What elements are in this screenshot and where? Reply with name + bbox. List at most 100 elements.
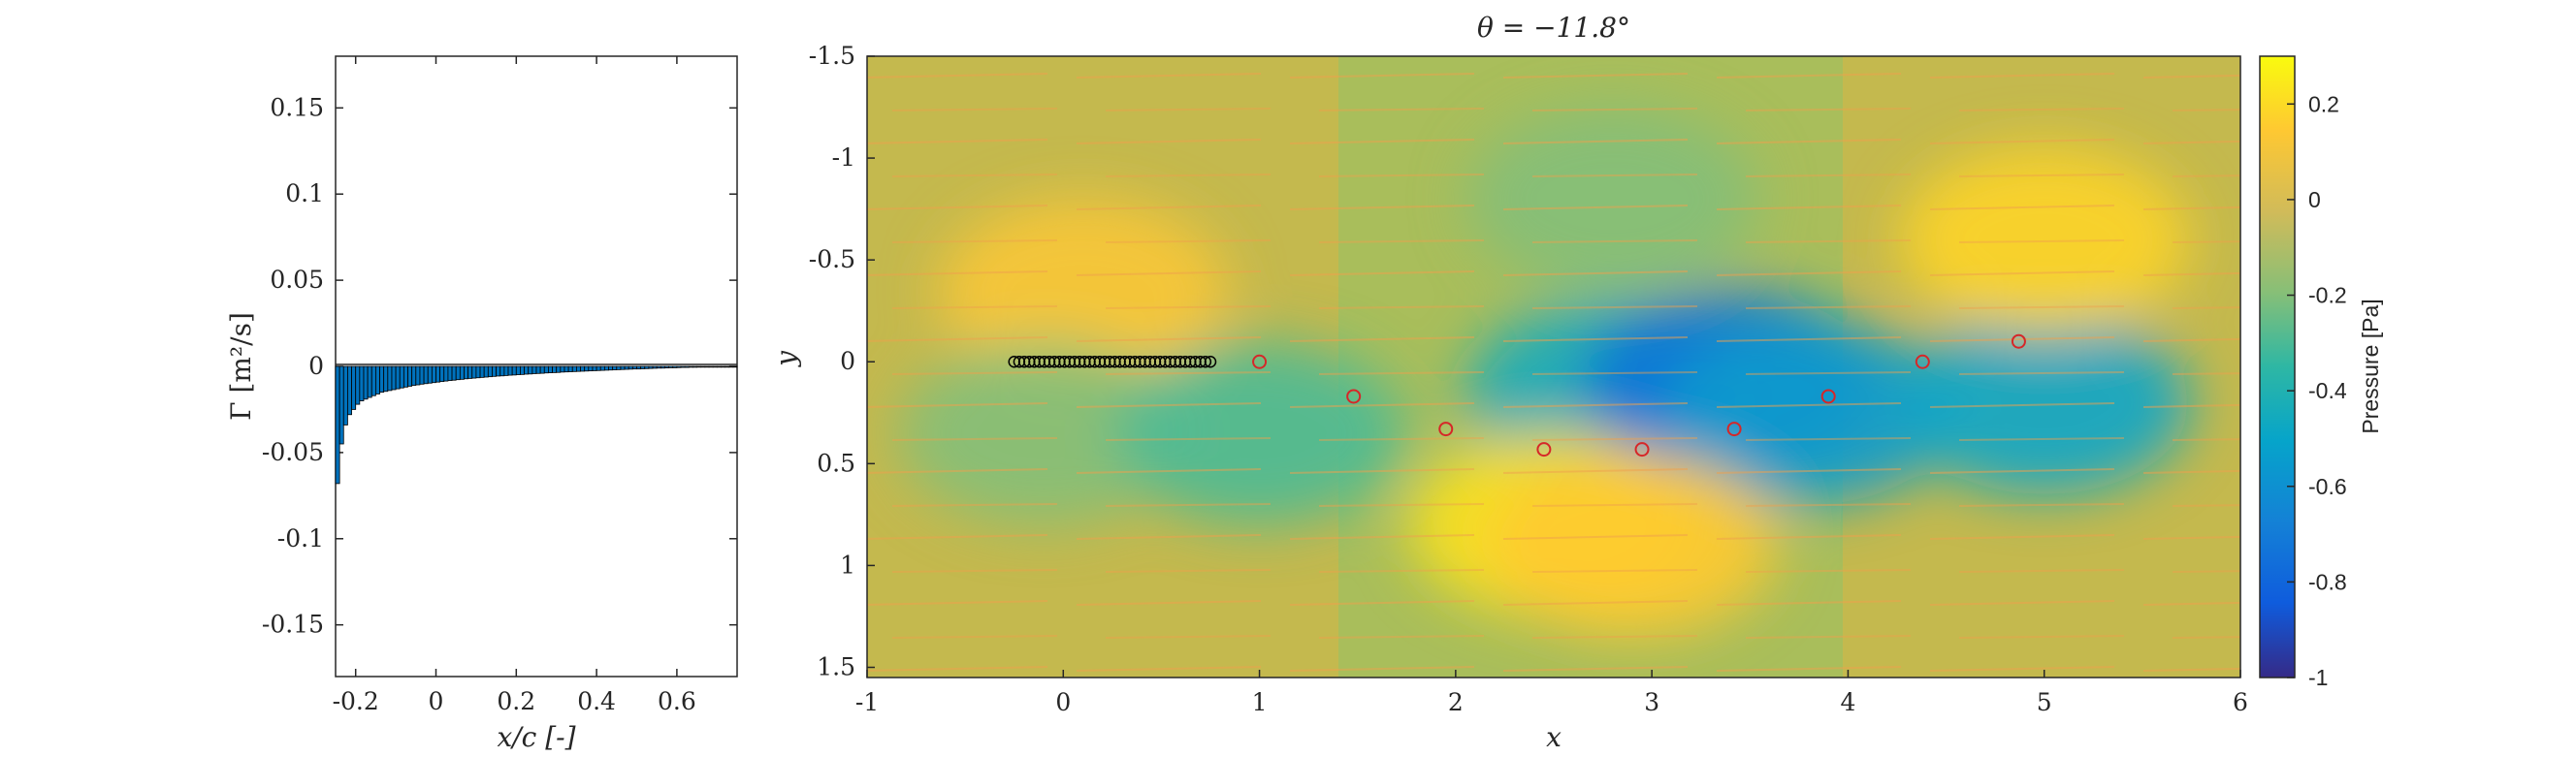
wake-vortex-marker	[1346, 389, 1362, 404]
circulation-bar	[531, 365, 537, 374]
circulation-panel: -0.2 0 0.2 0.4 0.6 0.15 0.1 0.05 0 -0.05 -0.1 -0.15…	[225, 55, 738, 753]
circulation-bar	[603, 365, 609, 371]
circulation-bar	[447, 365, 453, 381]
circulation-bar	[391, 365, 397, 391]
circulation-bar	[584, 365, 590, 372]
left-ytick-label: 0.05	[270, 266, 324, 294]
circulation-bar	[656, 365, 661, 369]
circulation-bar	[712, 365, 718, 368]
circulation-bar	[459, 365, 465, 380]
circulation-bar	[652, 365, 658, 369]
circulation-bar	[387, 365, 393, 392]
circulation-bar	[535, 365, 541, 374]
circulation-bar	[367, 365, 372, 398]
circulation-bar	[335, 365, 340, 485]
colorbar-tick-label: 0.2	[2308, 91, 2339, 116]
wake-vortex-marker	[1438, 422, 1454, 437]
circulation-bar	[483, 365, 489, 378]
circulation-bar	[648, 365, 654, 369]
right-xlabel: x	[1546, 721, 1562, 753]
wake-vortex-marker	[1536, 442, 1552, 457]
circulation-bar	[351, 365, 357, 410]
right-ylabel: y	[770, 350, 802, 368]
pressure-panel: θ = −11.8° -1 0 1 2 3 4 5 6 -1.5 -1 -0.5 0 0.5 1 1.5 x…	[770, 12, 2248, 753]
circulation-bar	[716, 365, 722, 368]
circulation-bar	[592, 365, 597, 371]
right-ytick-label: -1	[832, 143, 855, 172]
circulation-bar	[704, 365, 710, 368]
circulation-bar	[660, 365, 665, 369]
circulation-bar	[496, 365, 501, 377]
colorbar: 0.2 0 -0.2 -0.4 -0.6 -0.8 -1 Pressure [Pa]	[2259, 55, 2383, 690]
circulation-bar	[427, 365, 433, 384]
plate-marker	[1199, 355, 1212, 368]
circulation-bar	[363, 365, 369, 400]
circulation-bar	[475, 365, 481, 379]
circulation-bar	[419, 365, 425, 385]
circulation-bar	[596, 365, 601, 371]
left-xtick-label: -0.2	[333, 687, 379, 715]
circulation-bar	[608, 365, 614, 371]
circulation-bar	[624, 365, 629, 370]
circulation-bar	[464, 365, 469, 380]
circulation-bar	[548, 365, 553, 373]
colorbar-tick-label: -0.2	[2308, 283, 2347, 308]
wake-vortex-marker	[2011, 333, 2026, 349]
right-axes-box	[866, 55, 2241, 678]
right-xtick-label: 2	[1448, 688, 1464, 716]
circulation-bar	[342, 365, 348, 426]
right-axis-ticks: -1 0 1 2 3 4 5 6 -1.5 -1 -0.5 0 0.5 1 1.5	[809, 42, 2248, 716]
circulation-bar	[552, 365, 558, 373]
circulation-bar	[539, 365, 545, 374]
circulation-bar	[338, 365, 344, 445]
circulation-bar	[692, 365, 698, 368]
colorbar-tick-label: 0	[2308, 187, 2321, 212]
circulation-bar	[399, 365, 404, 389]
circulation-bar	[455, 365, 461, 381]
circulation-bar	[708, 365, 714, 368]
left-ytick-label: -0.15	[262, 611, 324, 639]
circulation-bar	[520, 365, 525, 375]
left-ytick-label: 0	[308, 352, 324, 380]
circulation-bar	[696, 365, 702, 368]
wake-vortex-markers	[1252, 333, 2026, 457]
circulation-bar	[700, 365, 706, 368]
right-ytick-label: 1.5	[817, 652, 855, 680]
circulation-bar	[402, 365, 408, 388]
circulation-bar	[499, 365, 505, 377]
right-ytick-label: 1	[840, 551, 855, 579]
circulation-bar	[374, 365, 380, 394]
right-xtick-label: -1	[855, 688, 879, 716]
circulation-bar	[487, 365, 493, 378]
circulation-bar	[524, 365, 530, 375]
circulation-bar	[479, 365, 485, 378]
circulation-bar	[688, 365, 693, 368]
colorbar-tick-label: -0.6	[2308, 474, 2347, 499]
circulation-bar	[370, 365, 376, 396]
circulation-bar	[644, 365, 650, 369]
right-ytick-label: -0.5	[809, 245, 855, 273]
colorbar-tick-label: -0.4	[2308, 378, 2347, 403]
wake-vortex-marker	[1820, 389, 1836, 404]
circulation-bar	[664, 365, 670, 369]
circulation-bar	[567, 365, 573, 372]
right-xtick-label: 3	[1644, 688, 1659, 716]
circulation-bar	[560, 365, 565, 373]
circulation-bar	[588, 365, 594, 372]
circulation-bar	[423, 365, 429, 385]
circulation-bar	[439, 365, 445, 383]
circulation-bar	[528, 365, 533, 375]
right-ytick-label: -1.5	[809, 42, 855, 70]
plate-marker	[1204, 355, 1217, 368]
circulation-bar	[620, 365, 626, 370]
circulation-bar	[668, 365, 674, 368]
circulation-bar	[515, 365, 521, 375]
circulation-bar	[407, 365, 413, 387]
colorbar-ticks: 0.2 0 -0.2 -0.4 -0.6 -0.8 -1	[2287, 91, 2347, 690]
circulation-bar	[672, 365, 678, 368]
colorbar-gradient	[2259, 55, 2296, 678]
left-xtick-label: 0.2	[497, 687, 535, 715]
left-ytick-label: -0.05	[262, 438, 324, 466]
circulation-bar	[451, 365, 457, 381]
circulation-bar	[684, 365, 690, 368]
